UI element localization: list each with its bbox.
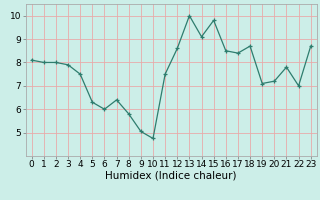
X-axis label: Humidex (Indice chaleur): Humidex (Indice chaleur) <box>106 171 237 181</box>
